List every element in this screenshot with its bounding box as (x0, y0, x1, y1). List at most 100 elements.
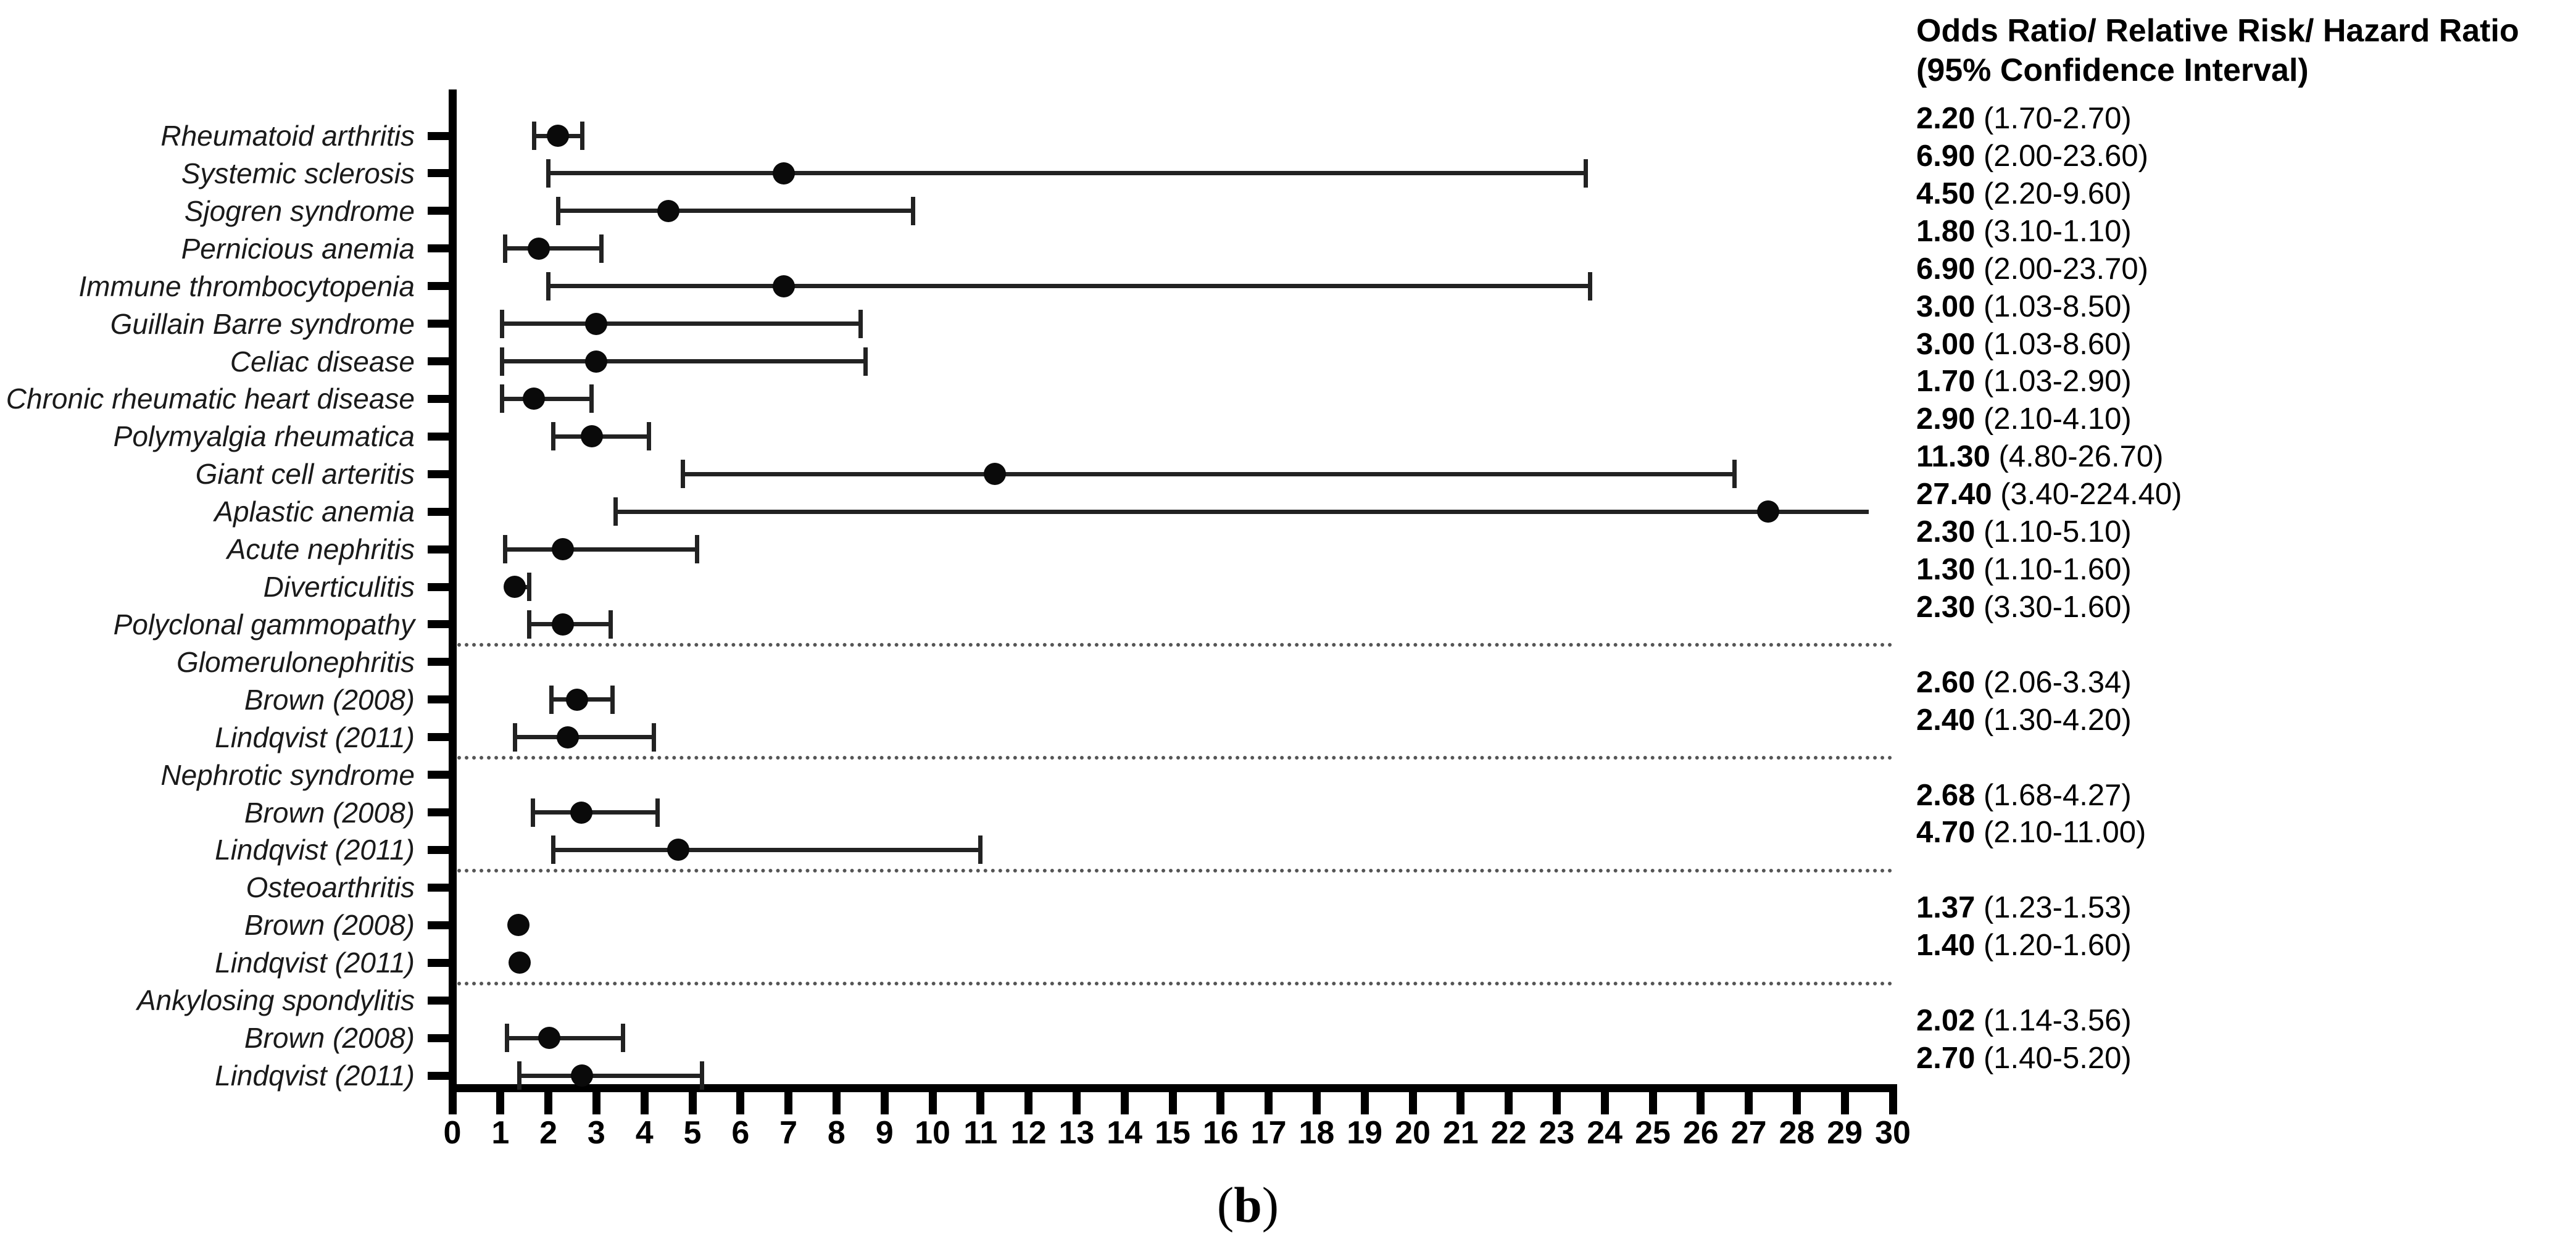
row-label: Chronic rheumatic heart disease (6, 383, 415, 415)
y-axis-tick (428, 921, 452, 929)
point-estimate (523, 388, 546, 410)
ci-cap-right (609, 610, 613, 639)
row-label: Brown (2008) (244, 909, 415, 942)
section-label: Glomerulonephritis (176, 645, 415, 678)
x-axis-tick-label: 7 (779, 1115, 798, 1151)
point-estimate (507, 914, 530, 937)
confidence-interval-text: (1.14-3.56) (1975, 1004, 2132, 1038)
values-header-line1: Odds Ratio/ Relative Risk/ Hazard Ratio (1916, 13, 2519, 49)
confidence-interval-text: (1.03-8.50) (1975, 289, 2132, 323)
row-label: Lindqvist (2011) (215, 834, 415, 866)
estimate-value: 2.68 (1.68-4.27) (1916, 776, 2570, 815)
confidence-interval-text: (1.10-5.10) (1975, 515, 2132, 549)
y-axis-tick (428, 394, 452, 403)
confidence-interval-text: (1.23-1.53) (1975, 891, 2132, 925)
caption-open-paren: ( (1216, 1177, 1234, 1233)
values-header-line2: (95% Confidence Interval) (1916, 52, 2309, 88)
point-estimate (667, 839, 689, 861)
x-axis-tick (496, 1092, 505, 1114)
y-axis-tick (428, 131, 452, 140)
ci-cap-left (555, 196, 560, 225)
point-estimate (571, 1064, 594, 1087)
x-axis-tick-label: 1 (491, 1115, 510, 1151)
row-label: Polymyalgia rheumatica (113, 420, 415, 453)
x-axis-tick-label: 10 (915, 1115, 950, 1151)
ci-cap-right (647, 422, 652, 451)
x-axis-tick-label: 22 (1490, 1115, 1527, 1151)
ci-line (553, 847, 981, 852)
y-axis-tick (428, 320, 452, 328)
estimate-value: 2.30 (1.10-5.10) (1916, 513, 2570, 551)
section-separator (457, 643, 1893, 647)
x-axis-tick (1168, 1092, 1177, 1114)
x-axis-tick (1024, 1092, 1033, 1114)
estimate-value: 2.20 (1.70-2.70) (1916, 99, 2570, 138)
x-axis-tick-label: 23 (1539, 1115, 1575, 1151)
row-label: Sjogren syndrome (184, 194, 415, 227)
point-estimate (508, 951, 531, 974)
x-axis-tick (736, 1092, 745, 1114)
x-axis-tick-label: 19 (1347, 1115, 1383, 1151)
ci-line (515, 735, 654, 740)
estimate-value: 3.00 (1.03-8.60) (1916, 325, 2570, 363)
ci-cap-right (610, 685, 615, 714)
x-axis-tick (592, 1092, 600, 1114)
estimate-value: 2.60 (2.06-3.34) (1916, 663, 2570, 702)
ci-cap-left (499, 309, 504, 338)
x-axis-tick (1265, 1092, 1273, 1114)
ci-cap-right (589, 384, 594, 413)
row-label: Diverticulitis (263, 571, 415, 603)
ci-cap-right (911, 196, 916, 225)
ci-line (519, 1073, 702, 1078)
ci-cap-right (655, 798, 660, 827)
x-axis-tick-label: 21 (1442, 1115, 1479, 1151)
x-axis-tick (1552, 1092, 1561, 1114)
ci-line (505, 547, 697, 552)
ci-line (505, 246, 602, 251)
estimate-value: 27.40 (3.40-224.40) (1916, 475, 2570, 513)
x-axis-tick (1840, 1092, 1849, 1114)
x-axis-tick-label: 11 (963, 1115, 998, 1151)
y-axis-tick (428, 958, 452, 967)
point-estimate (551, 538, 574, 561)
estimate-value: 6.90 (2.00-23.70) (1916, 250, 2570, 288)
row-label: Immune thrombocytopenia (78, 270, 415, 302)
estimate-value: 3.00 (1.03-8.50) (1916, 288, 2570, 326)
estimate-value: 2.40 (1.30-4.20) (1916, 701, 2570, 739)
x-axis-tick (448, 1092, 457, 1114)
point-estimate (551, 613, 574, 636)
ci-cap-right (526, 573, 531, 602)
row-label: Lindqvist (2011) (215, 1059, 415, 1092)
estimate-number: 2.70 (1916, 1042, 1976, 1075)
ci-cap-left (499, 384, 504, 413)
confidence-interval-text: (2.06-3.34) (1975, 665, 2132, 699)
x-axis-tick-label: 24 (1587, 1115, 1623, 1151)
ci-line (502, 321, 861, 326)
y-axis-tick (428, 169, 452, 178)
estimate-number: 2.20 (1916, 102, 1976, 135)
ci-cap-left (505, 1024, 510, 1053)
y-axis-tick (428, 1071, 452, 1080)
ci-line (507, 1035, 623, 1040)
row-label: Systemic sclerosis (181, 157, 415, 189)
x-axis-tick-label: 27 (1730, 1115, 1767, 1151)
x-axis-tick (784, 1092, 793, 1114)
estimate-value: 11.30 (4.80-26.70) (1916, 437, 2570, 476)
confidence-interval-text: (2.20-9.60) (1975, 176, 2132, 210)
x-axis-tick (1456, 1092, 1465, 1114)
ci-cap-left (546, 159, 551, 188)
point-estimate (566, 688, 589, 711)
ci-line (683, 471, 1735, 476)
x-axis-tick (880, 1092, 889, 1114)
section-separator (457, 756, 1893, 760)
x-axis-tick (1697, 1092, 1705, 1114)
point-estimate (772, 275, 795, 297)
estimate-number: 2.02 (1916, 1004, 1976, 1038)
confidence-interval-text: (2.00-23.60) (1975, 139, 2148, 173)
estimate-number: 2.90 (1916, 402, 1976, 436)
confidence-interval-text: (3.10-1.10) (1975, 214, 2132, 248)
row-label: Brown (2008) (244, 796, 415, 829)
estimate-number: 4.50 (1916, 176, 1976, 210)
y-axis-tick (428, 996, 452, 1005)
ci-line (548, 171, 1586, 176)
